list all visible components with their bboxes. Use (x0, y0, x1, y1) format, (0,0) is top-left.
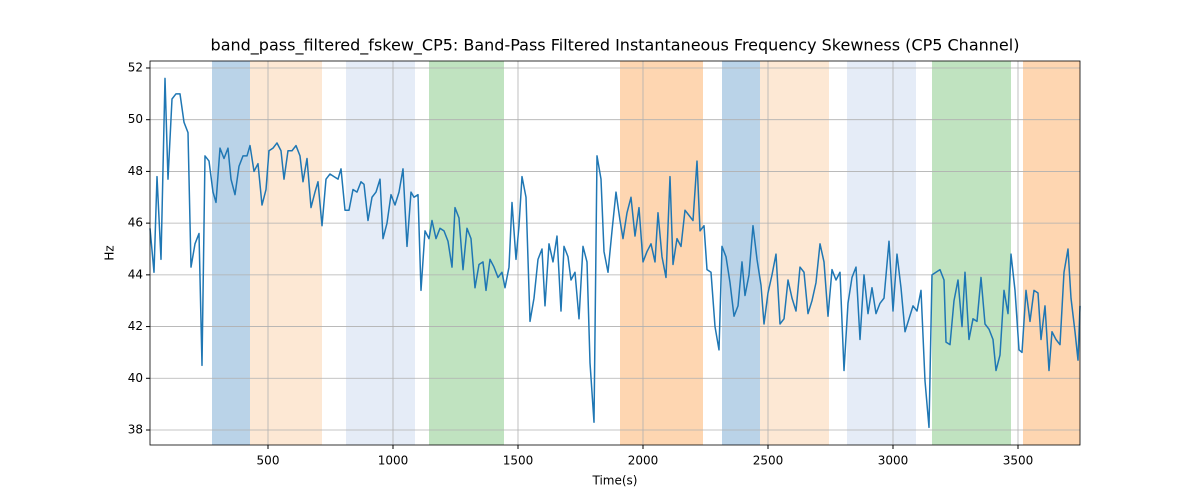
shaded-span (429, 61, 504, 445)
y-tick-label: 48 (128, 164, 143, 178)
plot (149, 77, 1081, 429)
shaded-span (722, 61, 760, 445)
shaded-span (212, 61, 250, 445)
y-tick-label: 42 (128, 319, 143, 333)
x-tick-label: 3000 (878, 454, 909, 468)
y-tick-label: 50 (128, 112, 143, 126)
y-axis-label: Hz (103, 245, 117, 260)
x-tick-label: 2500 (753, 454, 784, 468)
shaded-span (1023, 61, 1080, 445)
y-tick-label: 52 (128, 60, 143, 74)
x-tick-label: 1500 (503, 454, 534, 468)
y-tick-label: 40 (128, 371, 143, 385)
y-tick-label: 46 (128, 216, 143, 230)
x-tick-label: 2000 (628, 454, 659, 468)
x-tick-label: 500 (257, 454, 280, 468)
data-line (149, 77, 1081, 429)
shaded-span (346, 61, 415, 445)
chart-title: band_pass_filtered_fskew_CP5: Band-Pass … (211, 36, 1020, 56)
y-tick-label: 38 (128, 423, 143, 437)
shaded-span (847, 61, 916, 445)
x-tick-label: 3500 (1003, 454, 1034, 468)
y-tick-label: 44 (128, 267, 143, 281)
x-axis-label: Time(s) (592, 474, 638, 488)
plot-frame (149, 60, 1081, 446)
shaded-span (932, 61, 1011, 445)
shaded-span (760, 61, 829, 445)
x-tick-label: 1000 (378, 454, 409, 468)
shaded-span (250, 61, 322, 445)
ticks: 500 1000 1500 2000 2500 3000 3500 38 40 42 44 46 48 5… (128, 60, 1034, 467)
